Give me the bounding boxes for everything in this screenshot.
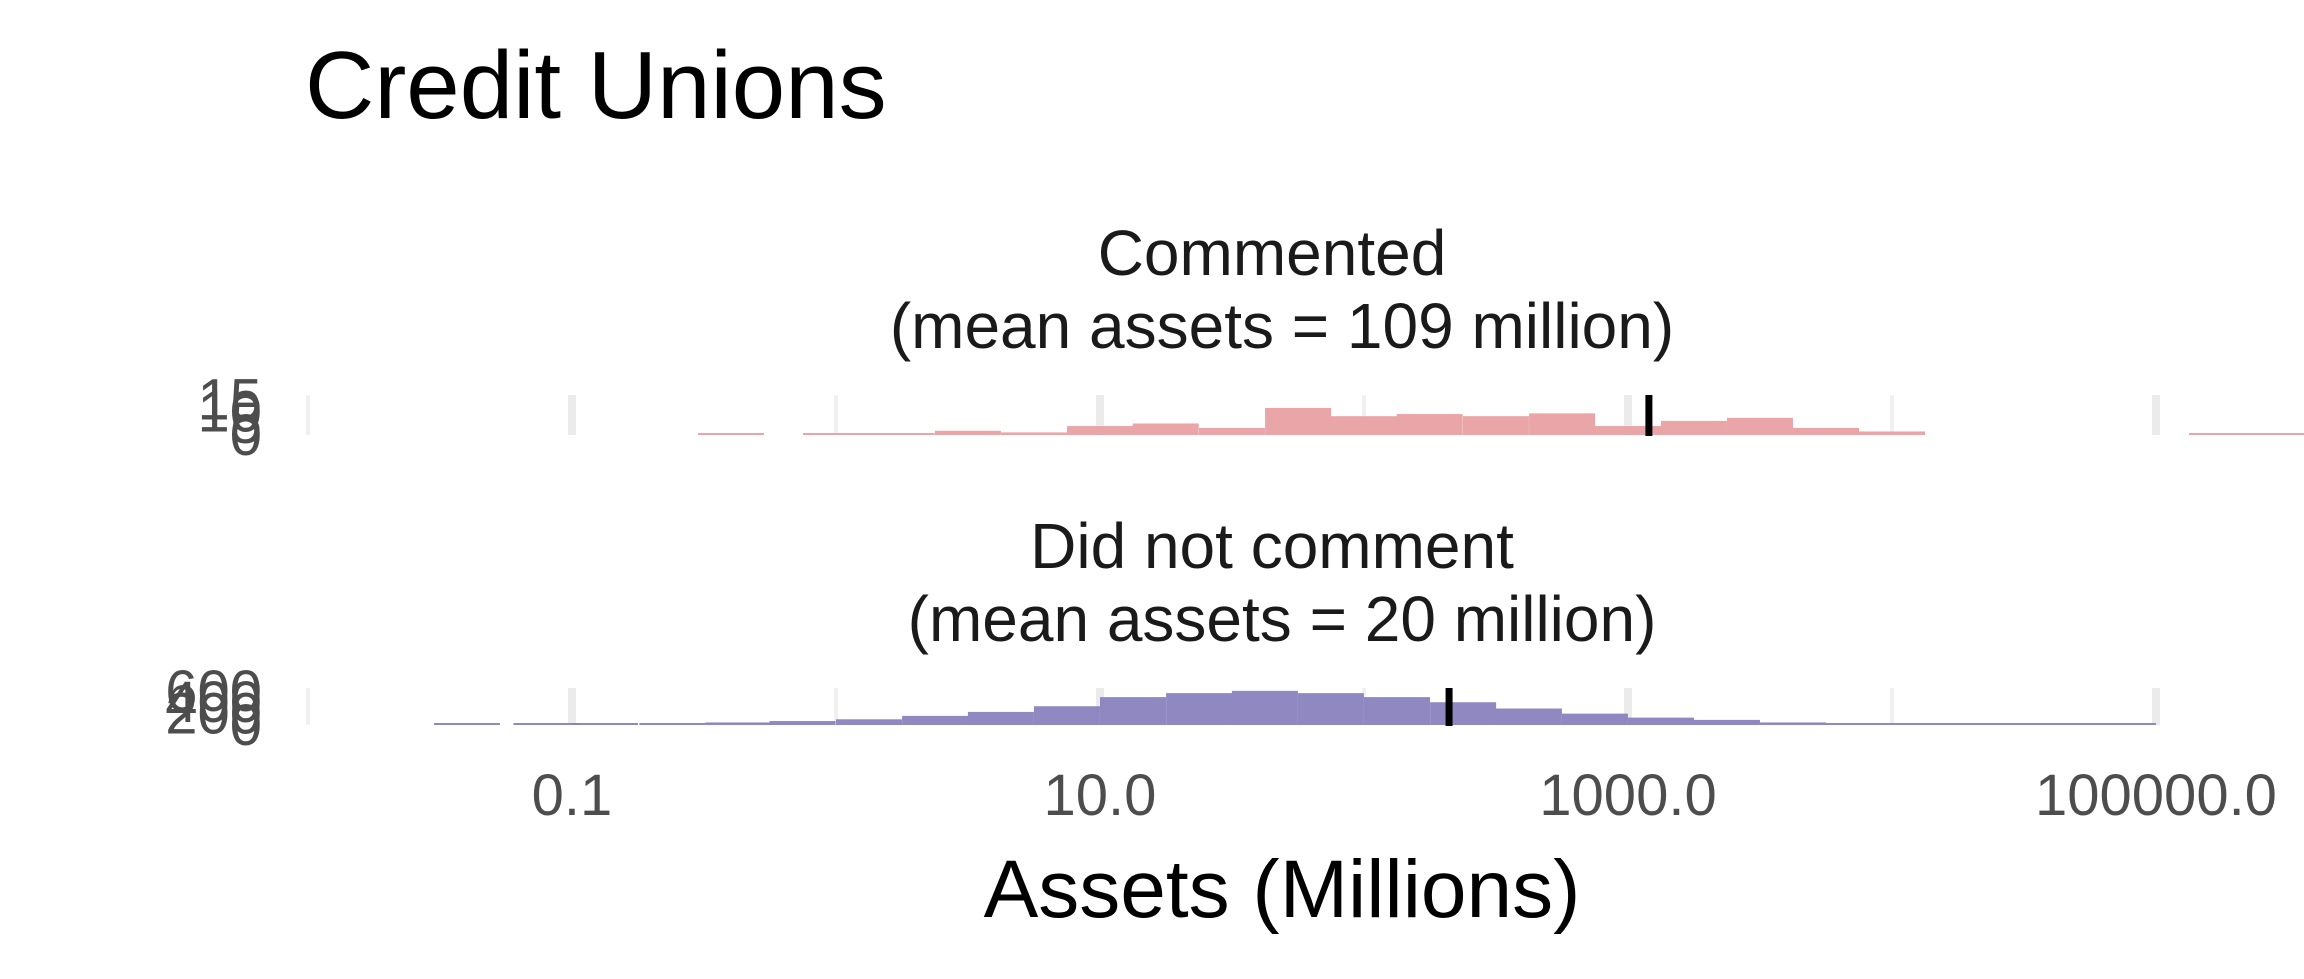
histogram-bar [967,711,1034,725]
x-axis-label: Assets (Millions) [984,844,1581,935]
histogram-bar [1759,722,1826,725]
panel-label-line2: (mean assets = 109 million) [890,290,1674,362]
histogram-bar [934,430,1001,435]
histogram-bar [1396,414,1463,435]
y-tick-label: 0 [230,693,262,758]
y-tick-label: 600 [165,659,262,724]
histogram-bar [1067,426,1134,435]
panel-1: Commented(mean assets = 109 million) 0510… [197,217,2304,468]
histogram-bar [1495,708,1562,725]
histogram-bar [513,723,580,725]
histogram-bar [705,722,772,725]
panel-2: Did not comment(mean assets = 20 million… [165,510,2160,758]
x-tick-label: 100000.0 [2035,763,2277,828]
histogram-bar [2089,723,2156,725]
histogram-bar [1693,719,1760,725]
histogram-bar [1198,427,1265,435]
histogram-bar [1595,426,1662,435]
histogram-bar [433,723,500,725]
panel-label-line1: Did not comment [1030,510,1514,582]
x-axis: 0.1 10.0 1000.0 100000.0 [532,763,2277,828]
histogram-bar [1001,432,1068,435]
histogram-bar [1132,423,1199,435]
histogram-bar [2188,433,2255,435]
chart-title: Credit Unions [305,32,887,139]
histogram-bar [1793,427,1860,435]
histogram-bar [2024,723,2091,725]
histogram-bar [1529,413,1596,435]
histogram-bar [697,433,764,435]
histogram-bar [1430,702,1497,725]
histogram-bar [1033,706,1100,725]
histogram-bar [1231,690,1298,725]
histogram-bar [1726,417,1793,435]
y-tick-label: 10 [197,379,262,444]
histogram-bar [1892,723,1958,725]
histogram-bar [1166,693,1233,725]
y-tick-label: 0 [230,403,262,468]
histogram-bar [769,721,836,725]
histogram-bar [572,723,638,725]
histogram-bar [1364,697,1430,725]
y-tick-label: 15 [197,368,262,433]
histogram-bar [639,723,706,725]
histogram-bar [803,433,870,435]
histogram-bar [1958,723,2025,725]
histogram-bar [1628,717,1694,725]
panel-label-line2: (mean assets = 20 million) [908,583,1657,655]
x-tick-label: 0.1 [532,763,613,828]
panel-label-line1: Commented [1098,217,1447,289]
x-tick-label: 10.0 [1044,763,1157,828]
facet-panels: Commented(mean assets = 109 million)0510… [165,217,2304,758]
histogram-bar [868,433,935,435]
histogram-bar [1265,407,1332,435]
histogram-bar [836,719,902,725]
histogram-bar [1825,723,1892,725]
panel-bars [433,690,2156,725]
histogram-bar [1660,420,1727,435]
histogram-bar [1561,713,1628,725]
panel-bars [697,407,2304,435]
panel-gridlines [306,395,2160,435]
histogram-bar [902,715,969,725]
histogram-bar [1297,693,1364,725]
y-tick-label: 200 [165,682,262,747]
histogram-bar [2254,433,2304,435]
x-tick-label: 1000.0 [1539,763,1716,828]
histogram-bar [1100,697,1166,725]
histogram-bar [1331,416,1398,435]
histogram-bar [1859,431,1926,435]
y-tick-label: 400 [165,670,262,735]
y-tick-label: 5 [230,391,262,456]
histogram-bar [1462,416,1529,435]
